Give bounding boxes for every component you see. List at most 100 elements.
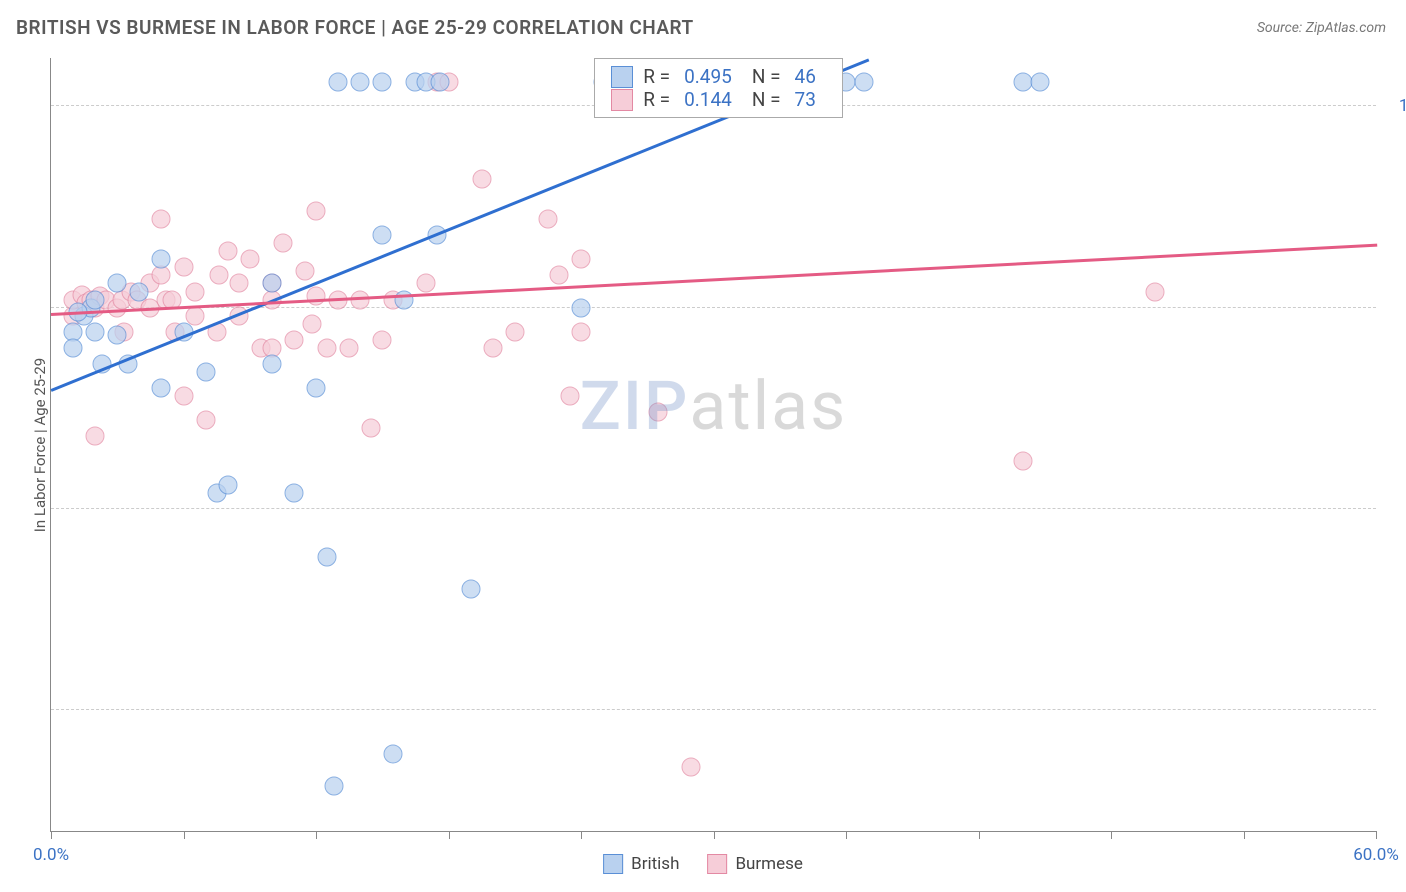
burmese-swatch-icon (611, 89, 633, 111)
data-point-burmese (682, 757, 701, 776)
legend-item-burmese: Burmese (707, 854, 802, 874)
burmese-n-value: 73 (795, 88, 816, 111)
data-point-british (64, 338, 83, 357)
data-point-burmese (560, 387, 579, 406)
r-label: R = (643, 65, 670, 88)
data-point-british (318, 548, 337, 567)
x-tick-label: 60.0% (1353, 845, 1399, 865)
data-point-burmese (505, 322, 524, 341)
data-point-british (373, 73, 392, 92)
n-label: N = (752, 88, 781, 111)
x-tick (979, 831, 980, 839)
series-legend: British Burmese (603, 854, 803, 874)
correlation-row-british: R = 0.495 N = 46 (611, 65, 826, 88)
data-point-british (572, 298, 591, 317)
x-tick (449, 831, 450, 839)
data-point-burmese (152, 210, 171, 229)
source-label: Source: ZipAtlas.com (1257, 20, 1386, 36)
data-point-burmese (284, 330, 303, 349)
data-point-burmese (538, 210, 557, 229)
data-point-burmese (572, 322, 591, 341)
correlation-row-burmese: R = 0.144 N = 73 (611, 88, 826, 111)
data-point-british (854, 73, 873, 92)
burmese-r-value: 0.144 (684, 88, 732, 111)
watermark-zip: ZIP (580, 366, 690, 446)
data-point-burmese (240, 250, 259, 269)
y-tick-label: 75.0% (1384, 499, 1406, 519)
x-tick (1376, 831, 1377, 839)
data-point-burmese (472, 169, 491, 188)
data-point-british (307, 379, 326, 398)
data-point-british (351, 73, 370, 92)
data-point-british (108, 326, 127, 345)
x-tick-label: 0.0% (33, 845, 69, 865)
british-r-value: 0.495 (684, 65, 732, 88)
watermark-atlas: atlas (689, 366, 847, 446)
data-point-burmese (185, 282, 204, 301)
data-point-burmese (1013, 451, 1032, 470)
data-point-burmese (1146, 282, 1165, 301)
data-point-burmese (417, 274, 436, 293)
data-point-british (1013, 73, 1032, 92)
data-point-british (430, 73, 449, 92)
data-point-burmese (185, 306, 204, 325)
data-point-burmese (229, 274, 248, 293)
data-point-burmese (649, 403, 668, 422)
data-point-burmese (174, 387, 193, 406)
data-point-british (130, 282, 149, 301)
legend-label-british: British (631, 854, 679, 874)
data-point-british (329, 73, 348, 92)
data-point-burmese (174, 258, 193, 277)
british-swatch-icon (603, 854, 623, 874)
y-axis-label: In Labor Force | Age 25-29 (31, 358, 49, 532)
data-point-british (152, 379, 171, 398)
data-point-burmese (318, 338, 337, 357)
legend-item-british: British (603, 854, 679, 874)
data-point-burmese (307, 287, 326, 306)
x-tick (714, 831, 715, 839)
plot-region: ZIPatlas R = 0.495 N = 46 R = 0.144 N = … (50, 58, 1376, 832)
data-point-burmese (86, 427, 105, 446)
data-point-british (384, 744, 403, 763)
data-point-burmese (209, 266, 228, 285)
data-point-british (395, 290, 414, 309)
data-point-british (262, 274, 281, 293)
data-point-british (284, 483, 303, 502)
x-tick (1244, 831, 1245, 839)
chart-area: In Labor Force | Age 25-29 ZIPatlas R = … (50, 58, 1376, 832)
data-point-british (86, 322, 105, 341)
data-point-british (196, 363, 215, 382)
data-point-burmese (218, 242, 237, 261)
x-tick (184, 831, 185, 839)
x-tick (846, 831, 847, 839)
data-point-burmese (572, 250, 591, 269)
chart-title: BRITISH VS BURMESE IN LABOR FORCE | AGE … (16, 16, 694, 39)
data-point-british (1031, 73, 1050, 92)
x-tick (581, 831, 582, 839)
legend-label-burmese: Burmese (735, 854, 802, 874)
data-point-burmese (340, 338, 359, 357)
y-tick-label: 87.5% (1384, 298, 1406, 318)
data-point-british (262, 354, 281, 373)
data-point-british (86, 290, 105, 309)
data-point-burmese (307, 202, 326, 221)
data-point-british (152, 250, 171, 269)
british-swatch-icon (611, 66, 633, 88)
data-point-burmese (362, 419, 381, 438)
data-point-british (461, 580, 480, 599)
data-point-burmese (549, 266, 568, 285)
x-tick (316, 831, 317, 839)
data-point-burmese (273, 234, 292, 253)
x-tick (51, 831, 52, 839)
correlation-legend: R = 0.495 N = 46 R = 0.144 N = 73 (594, 58, 843, 118)
data-point-burmese (196, 411, 215, 430)
y-tick-label: 100.0% (1384, 96, 1406, 116)
data-point-burmese (295, 261, 314, 280)
gridline (51, 508, 1376, 509)
n-label: N = (752, 65, 781, 88)
burmese-swatch-icon (707, 854, 727, 874)
r-label: R = (643, 88, 670, 111)
watermark: ZIPatlas (580, 366, 848, 446)
data-point-burmese (483, 338, 502, 357)
data-point-burmese (373, 330, 392, 349)
